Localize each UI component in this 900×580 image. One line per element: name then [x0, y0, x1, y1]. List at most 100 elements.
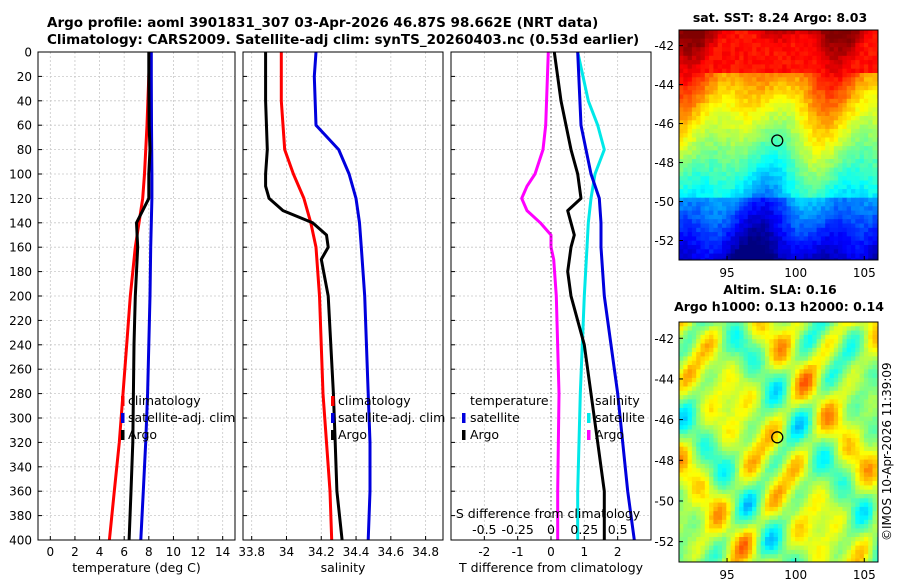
map-cell — [691, 42, 697, 48]
map-cell — [696, 85, 702, 91]
map-cell — [769, 253, 775, 259]
map-cell — [825, 339, 831, 345]
map-cell — [782, 245, 788, 250]
map-cell — [687, 189, 693, 194]
map-cell — [825, 55, 831, 61]
map-cell — [825, 60, 831, 65]
map-cell — [696, 236, 702, 242]
map-cell — [851, 30, 856, 35]
map-cell — [679, 189, 684, 194]
map-cell — [756, 399, 762, 405]
map-cell — [833, 111, 839, 117]
map-cell — [722, 116, 727, 121]
map-cell — [717, 433, 723, 439]
map-cell — [726, 446, 732, 452]
map-cell — [700, 429, 706, 435]
map-cell — [769, 159, 775, 164]
map-cell — [700, 459, 706, 465]
map-cell — [855, 30, 861, 35]
map-cell — [734, 455, 740, 461]
map-cell — [812, 515, 818, 521]
map-cell — [795, 219, 800, 225]
map-cell — [726, 64, 732, 70]
map-cell — [808, 77, 813, 83]
map-cell — [704, 455, 710, 461]
map-cell — [855, 107, 861, 113]
map-cell — [679, 429, 684, 435]
map-cell — [799, 347, 805, 353]
map-cell — [846, 68, 852, 74]
map-cell — [786, 47, 792, 53]
map-cell — [687, 206, 693, 212]
map-cell — [756, 34, 762, 40]
map-cell — [713, 141, 719, 147]
map-cell — [833, 494, 839, 499]
map-cell — [760, 334, 766, 340]
map-cell — [679, 55, 684, 61]
map-cell — [704, 408, 710, 413]
map-cell — [799, 154, 805, 160]
map-cell — [808, 189, 813, 194]
map-cell — [876, 227, 878, 233]
map-cell — [782, 120, 788, 126]
map-cell — [709, 189, 714, 194]
map-cell — [726, 537, 732, 542]
map-cell — [739, 343, 745, 349]
map-cell — [851, 116, 856, 121]
map-cell — [773, 128, 779, 134]
map-cell — [790, 519, 796, 525]
map-cell — [876, 193, 878, 199]
map-cell — [855, 232, 861, 237]
map-cell — [851, 202, 856, 207]
map-cell — [803, 395, 809, 400]
map-cell — [829, 442, 835, 448]
map-cell — [782, 219, 788, 225]
map-cell — [812, 382, 818, 388]
map-cell — [795, 55, 800, 61]
map-cell — [872, 141, 878, 147]
map-cell — [799, 240, 805, 246]
map-cell — [700, 107, 706, 113]
map-cell — [752, 416, 757, 422]
map-cell — [769, 322, 775, 327]
map-cell — [709, 408, 714, 413]
map-cell — [790, 502, 796, 508]
map-cell — [782, 433, 788, 439]
map-cell — [855, 38, 861, 44]
map-cell — [808, 38, 813, 44]
map-cell — [842, 369, 848, 375]
map-cell — [747, 60, 753, 65]
map-cell — [795, 476, 800, 482]
map-cell — [773, 438, 779, 443]
map-cell — [790, 322, 796, 327]
map-cell — [756, 330, 762, 336]
map-cell — [722, 412, 727, 418]
map-cell — [833, 343, 839, 349]
map-cell — [726, 360, 732, 366]
map-cell — [752, 412, 757, 418]
map-cell — [816, 257, 822, 260]
map-cell — [872, 528, 878, 534]
map-cell — [808, 184, 813, 190]
map-cell — [760, 420, 766, 426]
map-cell — [713, 51, 719, 57]
map-cell — [825, 360, 831, 366]
map-cell — [812, 390, 818, 396]
map-cell — [700, 163, 706, 169]
map-cell — [734, 163, 740, 169]
map-cell — [846, 223, 852, 229]
map-cell — [773, 38, 779, 44]
map-cell — [842, 128, 848, 134]
map-cell — [743, 257, 749, 260]
map-cell — [863, 416, 869, 422]
map-cell — [863, 137, 869, 143]
map-cell — [722, 98, 727, 104]
map-cell — [769, 382, 775, 388]
map-cell — [825, 485, 831, 491]
map-cell — [713, 322, 719, 327]
map-cell — [717, 38, 723, 44]
map-cell — [838, 455, 843, 461]
map-cell — [868, 322, 874, 327]
map-cell — [717, 171, 723, 177]
map-cell — [790, 81, 796, 87]
